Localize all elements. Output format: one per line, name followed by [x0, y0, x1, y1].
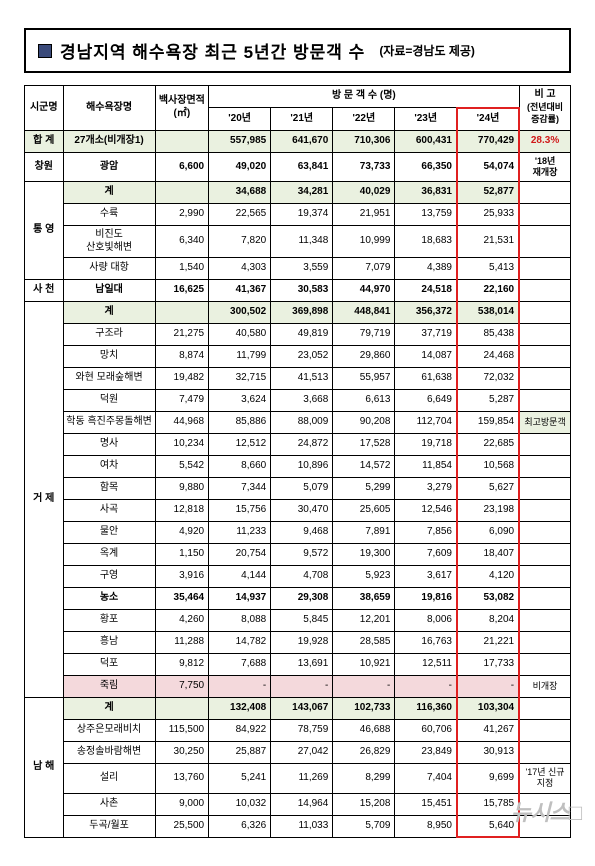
table-row: 물안4,92011,2339,4687,8917,8566,090	[25, 522, 571, 544]
table-row: 학동 흑진주몽돌해변44,96885,88688,00990,208112,70…	[25, 412, 571, 434]
table-row: 옥계1,15020,7549,57219,3007,60918,407	[25, 544, 571, 566]
table-row: 비진도 산호빛해변6,3407,82011,34810,99918,68321,…	[25, 226, 571, 258]
cell-region: 통 영	[25, 182, 64, 280]
table-row: 사촌9,00010,03214,96415,20815,45115,785	[25, 793, 571, 815]
table-row: 죽림7,750-----비개장	[25, 676, 571, 698]
th-note: 비 고 (전년대비 증감률)	[519, 86, 570, 131]
table-row: 창원광암6,60049,02063,84173,73366,35054,074'…	[25, 152, 571, 182]
title-main: 경남지역 해수욕장 최근 5년간 방문객 수	[60, 38, 365, 63]
row-total: 합 계27개소(비개장1)557,985641,670710,306600,43…	[25, 130, 571, 152]
table-row: 와현 모래숲해변19,48232,71541,51355,95761,63872…	[25, 368, 571, 390]
table-row: 망치8,87411,79923,05229,86014,08724,468	[25, 346, 571, 368]
table-row: 농소35,46414,93729,30838,65919,81653,082	[25, 588, 571, 610]
th-visitors-group: 방 문 객 수 (명)	[209, 86, 519, 108]
title-source: (자료=경남도 제공)	[379, 42, 475, 59]
cell-region: 창원	[25, 152, 64, 182]
table-row: 남 해계132,408143,067102,733116,360103,304	[25, 698, 571, 720]
table-row: 사 천남일대16,62541,36730,58344,97024,51822,1…	[25, 280, 571, 302]
th-y23: '23년	[395, 108, 457, 130]
cell-region: 남 해	[25, 698, 64, 838]
th-region: 시군명	[25, 86, 64, 131]
th-y22: '22년	[333, 108, 395, 130]
th-y20: '20년	[209, 108, 271, 130]
th-y24: '24년	[457, 108, 519, 130]
visitors-table: 시군명 해수욕장명 백사장면적 (㎡) 방 문 객 수 (명) 비 고 (전년대…	[24, 85, 571, 838]
table-row: 설리13,7605,24111,2698,2997,4049,699'17년 신…	[25, 764, 571, 794]
table-row: 사량 대항1,5404,3033,5597,0794,3895,413	[25, 258, 571, 280]
table-row: 황포4,2608,0885,84512,2018,0068,204	[25, 610, 571, 632]
table-row: 여차5,5428,66010,89614,57211,85410,568	[25, 456, 571, 478]
title-box: 경남지역 해수욕장 최근 5년간 방문객 수 (자료=경남도 제공)	[24, 28, 571, 73]
table-row: 상주은모래비치115,50084,92278,75946,68860,70641…	[25, 720, 571, 742]
cell-region: 사 천	[25, 280, 64, 302]
th-area: 백사장면적 (㎡)	[155, 86, 209, 131]
table-row: 덕원7,4793,6243,6686,6136,6495,287	[25, 390, 571, 412]
table-row: 통 영계34,68834,28140,02936,83152,877	[25, 182, 571, 204]
table-row: 송정솔바람해변30,25025,88727,04226,82923,84930,…	[25, 742, 571, 764]
table-row: 함목9,8807,3445,0795,2993,2795,627	[25, 478, 571, 500]
table-row: 두곡/월포25,5006,32611,0335,7098,9505,640	[25, 815, 571, 837]
watermark: 뉴시스□	[511, 795, 581, 827]
table-row: 구영3,9164,1444,7085,9233,6174,120	[25, 566, 571, 588]
table-row: 명사10,23412,51224,87217,52819,71822,685	[25, 434, 571, 456]
table-row: 수륙2,99022,56519,37421,95113,75925,933	[25, 204, 571, 226]
th-y21: '21년	[271, 108, 333, 130]
title-marker-icon	[38, 44, 52, 58]
cell-region: 거 제	[25, 302, 64, 698]
table-row: 구조라21,27540,58049,81979,71937,71985,438	[25, 324, 571, 346]
table-row: 사곡12,81815,75630,47025,60512,54623,198	[25, 500, 571, 522]
table-row: 거 제계300,502369,898448,841356,372538,014	[25, 302, 571, 324]
table-row: 흥남11,28814,78219,92828,58516,76321,221	[25, 632, 571, 654]
th-beach: 해수욕장명	[63, 86, 155, 131]
table-row: 덕포9,8127,68813,69110,92112,51117,733	[25, 654, 571, 676]
